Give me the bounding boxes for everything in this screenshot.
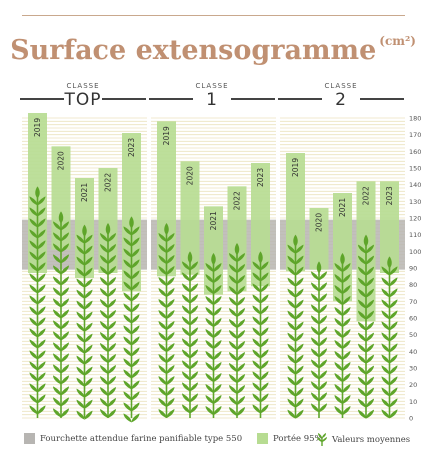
title-text: Surface extensogramme bbox=[10, 35, 377, 66]
wheat-mean-marker bbox=[287, 234, 304, 419]
wheat-mean-marker bbox=[182, 251, 198, 418]
wheat-mean-marker bbox=[76, 224, 93, 420]
wheat-mean-marker bbox=[381, 256, 398, 419]
y-tick-label: 80 bbox=[409, 281, 417, 289]
wheat-mean-marker bbox=[158, 223, 175, 418]
y-tick-label: 170 bbox=[409, 131, 421, 139]
chart-title: Surface extensogramme (cm²) bbox=[0, 34, 426, 66]
wheat-mean-marker bbox=[29, 186, 46, 418]
class-label: CLASSE bbox=[66, 82, 100, 90]
y-tick-label: 70 bbox=[409, 298, 417, 306]
class-header-1: CLASSE 1 bbox=[149, 82, 275, 112]
y-tick-label: 20 bbox=[409, 381, 417, 389]
legend-range-label: Fourchette attendue farine panifiable ty… bbox=[40, 433, 243, 444]
class-header-2: CLASSE 2 bbox=[278, 82, 404, 112]
y-tick-label: 100 bbox=[409, 248, 421, 256]
y-tick-label: 150 bbox=[409, 165, 421, 173]
class-name: 2 bbox=[335, 90, 347, 110]
y-tick-label: 120 bbox=[409, 215, 421, 223]
wheat-mean-marker bbox=[205, 253, 222, 418]
class-label: CLASSE bbox=[324, 82, 358, 90]
y-tick-label: 30 bbox=[409, 365, 417, 373]
legend-item-mean: Valeurs moyennes bbox=[316, 433, 410, 446]
header-line-left bbox=[149, 98, 193, 100]
year-label: 2019 bbox=[162, 126, 171, 145]
legend-mean-label: Valeurs moyennes bbox=[332, 434, 411, 445]
year-label: 2022 bbox=[104, 173, 113, 192]
year-label: 2022 bbox=[233, 191, 242, 210]
wheat-mean-marker bbox=[311, 261, 327, 418]
class-name: 1 bbox=[206, 90, 218, 110]
y-tick-label: 90 bbox=[409, 265, 417, 273]
legend-item-range: Fourchette attendue farine panifiable ty… bbox=[24, 433, 242, 444]
y-tick-label: 160 bbox=[409, 148, 421, 156]
class-header-top: CLASSE TOP bbox=[20, 82, 146, 112]
header-line-right bbox=[102, 98, 146, 100]
y-tick-label: 50 bbox=[409, 331, 417, 339]
title-unit: (cm²) bbox=[379, 34, 416, 48]
wheat-mean-marker bbox=[123, 216, 140, 423]
year-label: 2021 bbox=[209, 211, 218, 230]
wheat-mean-marker bbox=[100, 223, 116, 418]
year-label: 2023 bbox=[385, 186, 394, 205]
legend-item-bar: Portée 95% bbox=[257, 433, 323, 444]
range-bar bbox=[286, 153, 305, 272]
year-label: 2021 bbox=[80, 183, 89, 202]
header-line-left bbox=[278, 98, 322, 100]
year-label: 2023 bbox=[127, 138, 136, 157]
y-tick-label: 10 bbox=[409, 398, 417, 406]
header-line-left bbox=[20, 98, 64, 100]
wheat-mean-marker bbox=[53, 211, 69, 418]
range-bar bbox=[309, 208, 329, 270]
green-square-icon bbox=[257, 433, 268, 444]
year-label: 2022 bbox=[362, 186, 371, 205]
wheat-mean-marker bbox=[229, 243, 245, 418]
legend: Fourchette attendue farine panifiable ty… bbox=[24, 433, 424, 447]
wheat-mean-marker bbox=[334, 253, 351, 418]
grey-square-icon bbox=[24, 433, 35, 444]
y-tick-label: 40 bbox=[409, 348, 417, 356]
header-line-right bbox=[231, 98, 275, 100]
chart: 0 10 20 30 40 50 60 70 80 90 100 110 120 130 140 150 160… bbox=[22, 113, 421, 423]
y-tick-label: 140 bbox=[409, 181, 421, 189]
wheat-mean-marker bbox=[358, 234, 374, 419]
y-tick-label: 0 bbox=[409, 415, 413, 423]
y-tick-label: 110 bbox=[409, 231, 421, 239]
year-label: 2021 bbox=[338, 198, 347, 217]
wheat-mean-marker bbox=[252, 251, 269, 418]
top-rule bbox=[22, 15, 405, 16]
year-label: 2020 bbox=[57, 151, 66, 170]
year-label: 2019 bbox=[291, 158, 300, 177]
y-tick-label: 180 bbox=[409, 115, 421, 123]
year-label: 2020 bbox=[315, 213, 324, 232]
class-label: CLASSE bbox=[195, 82, 229, 90]
class-name: TOP bbox=[64, 90, 102, 110]
range-bar bbox=[251, 163, 270, 287]
year-label: 2020 bbox=[186, 166, 195, 185]
range-bar bbox=[333, 193, 352, 302]
wheat-ear-icon bbox=[317, 433, 327, 446]
y-tick-label: 60 bbox=[409, 315, 417, 323]
range-bar bbox=[227, 186, 247, 292]
range-bar bbox=[180, 161, 200, 275]
year-label: 2023 bbox=[256, 168, 265, 187]
range-bar bbox=[380, 181, 399, 273]
legend-bar-label: Portée 95% bbox=[273, 433, 323, 444]
range-bar bbox=[204, 206, 223, 295]
year-label: 2019 bbox=[33, 118, 42, 137]
header-line-right bbox=[360, 98, 404, 100]
y-tick-label: 130 bbox=[409, 198, 421, 206]
